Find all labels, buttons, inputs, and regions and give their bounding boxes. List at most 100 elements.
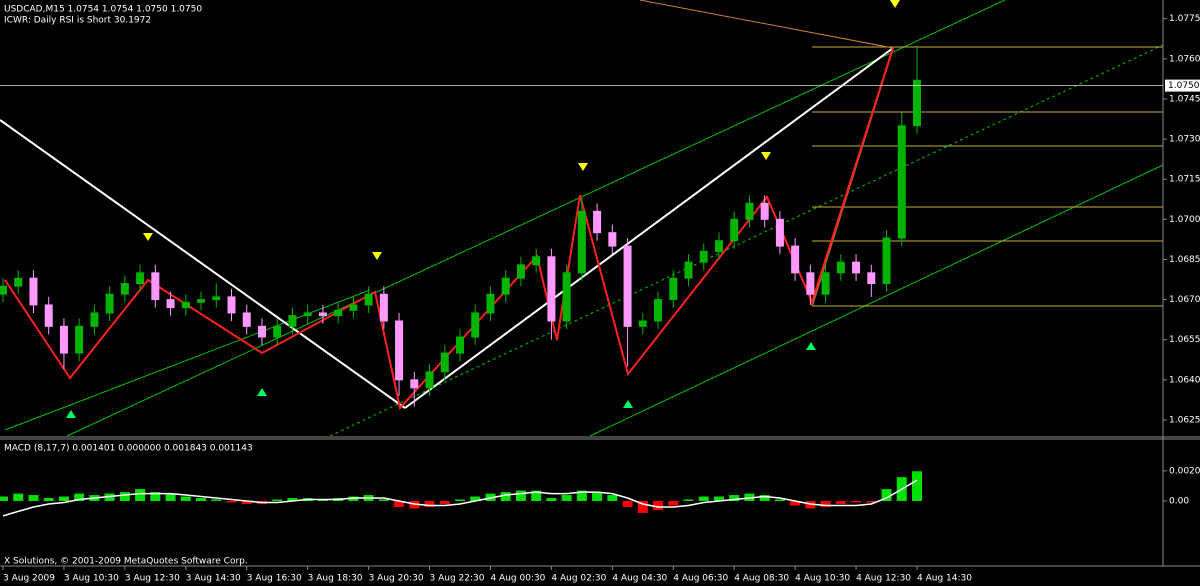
x-tick-label: 3 Aug 12:30 — [125, 574, 180, 584]
candle-body — [486, 293, 495, 314]
y-tick-label: 1.0745 — [1169, 94, 1200, 104]
candle-body — [852, 261, 861, 274]
candle-body — [90, 312, 99, 327]
macd-bar — [119, 492, 130, 501]
candle-body — [14, 277, 23, 287]
x-tick-label: 4 Aug 00:30 — [490, 574, 545, 584]
macd-bar — [774, 499, 785, 501]
macd-bar — [546, 498, 557, 501]
candle-body — [608, 232, 617, 247]
macd-bar — [28, 495, 39, 501]
macd-bar — [455, 499, 465, 501]
macd-bar — [150, 492, 161, 501]
candle-body — [395, 320, 404, 381]
candle-body — [288, 315, 297, 327]
macd-bar — [531, 490, 542, 501]
candle-body — [501, 277, 510, 295]
macd-bar — [759, 495, 770, 501]
signal-line — [2, 479, 918, 517]
macd-bar — [43, 498, 54, 501]
x-tick-label: 3 Aug 16:30 — [247, 574, 302, 584]
candle-body — [547, 256, 556, 322]
macd-bar — [211, 499, 222, 501]
candle-body — [897, 125, 906, 239]
candle-body — [577, 210, 586, 274]
macd-bar — [104, 493, 115, 501]
y-tick-label: 1.0670 — [1169, 295, 1200, 305]
candle-body — [334, 309, 343, 317]
macd-bar — [637, 501, 648, 513]
candle-body — [349, 304, 358, 311]
macd-bar — [835, 501, 846, 504]
y-tick-label: 1.0715 — [1169, 175, 1200, 185]
fib-levels — [812, 46, 1163, 307]
x-tick-label: 4 Aug 04:30 — [612, 574, 667, 584]
candle-body — [105, 293, 114, 314]
y-tick-label: 1.0775 — [1169, 14, 1200, 24]
y-tick-label: 1.0640 — [1169, 375, 1200, 385]
candle-body — [0, 285, 7, 295]
candle-body — [775, 218, 784, 247]
macd-bar — [607, 495, 618, 501]
macd-bar — [592, 492, 603, 501]
macd-bar — [912, 471, 922, 501]
copyright: X Solutions, © 2001-2009 MetaQuotes Soft… — [4, 557, 248, 567]
candle-body — [212, 296, 221, 301]
candle-body — [745, 202, 754, 220]
macd-bar — [653, 501, 664, 510]
candle-body — [699, 250, 708, 263]
y-tick-label: 1.0700 — [1169, 215, 1200, 225]
candle-body — [166, 299, 175, 309]
candle-body — [440, 352, 449, 373]
candle-body — [913, 79, 921, 127]
candle-body — [654, 299, 663, 322]
macd-bar — [74, 493, 85, 501]
macd-bar — [439, 501, 450, 504]
candle-body — [623, 245, 632, 327]
x-tick-label: 3 Aug 18:30 — [308, 574, 363, 584]
macd-bar — [135, 489, 146, 501]
candle-body — [471, 312, 480, 338]
y-tick-label: 1.0730 — [1169, 135, 1200, 145]
candle-body — [516, 264, 525, 279]
x-tick-label: 4 Aug 14:30 — [917, 574, 972, 584]
fib-line — [639, 0, 894, 49]
macd-bar — [13, 493, 24, 501]
chart-subtitle: ICWR: Daily RSI is Short 30.1972 — [4, 16, 151, 26]
macd-bar — [287, 498, 298, 501]
candle-body — [257, 325, 266, 338]
y-tick-label: 0.00203 — [1169, 466, 1200, 476]
macd-bar — [165, 493, 176, 501]
x-tick-label: 4 Aug 12:30 — [856, 574, 911, 584]
candle-body — [59, 325, 68, 354]
x-tick-label: 3 Aug 20:30 — [369, 574, 424, 584]
x-tick-label: 4 Aug 10:30 — [795, 574, 850, 584]
macd-bar — [790, 501, 801, 506]
candle-body — [75, 325, 84, 354]
macd-bar — [58, 496, 69, 501]
candle-body — [791, 245, 800, 274]
macd-bar — [561, 495, 572, 501]
candle-body — [273, 325, 282, 338]
candle-body — [242, 312, 251, 327]
candle-body — [181, 301, 190, 309]
channel-line — [66, 0, 1006, 437]
macd-bar — [470, 496, 481, 501]
channel-line — [589, 164, 1164, 437]
candle-body — [562, 272, 571, 322]
macd-bar — [820, 501, 831, 507]
macd-title: MACD (8,17,7) 0.001401 0.000000 0.001843… — [4, 444, 253, 454]
candle-body — [379, 293, 388, 322]
candle-body — [410, 379, 419, 389]
x-tick-label: 4 Aug 02:30 — [551, 574, 606, 584]
macd-bar — [866, 501, 877, 503]
candle-body — [684, 261, 693, 279]
macd-bar — [683, 499, 694, 501]
candle-body — [669, 277, 678, 301]
candle-body — [638, 320, 647, 327]
candle-body — [136, 272, 145, 285]
chart-title: USDCAD,M15 1.0754 1.0754 1.0750 1.0750 — [4, 5, 202, 15]
trend-line — [0, 119, 406, 409]
macd-bar — [394, 501, 405, 507]
candle-body — [882, 237, 891, 285]
